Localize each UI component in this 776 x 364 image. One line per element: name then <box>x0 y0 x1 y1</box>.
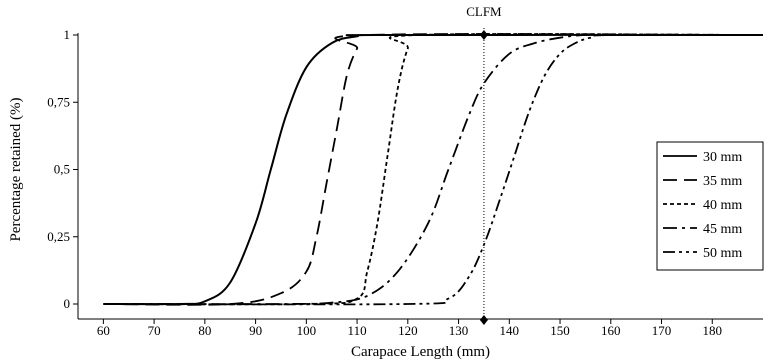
x-tick-label: 80 <box>198 323 211 338</box>
x-tick-label: 100 <box>297 323 317 338</box>
legend-box <box>656 141 764 271</box>
y-tick-label: 0,5 <box>54 162 70 177</box>
legend-label: 45 mm <box>703 222 742 237</box>
x-tick-label: 150 <box>550 323 570 338</box>
clfm-bottom-marker <box>479 315 488 325</box>
y-tick-label: 1 <box>64 27 71 42</box>
clfm-label: CLFM <box>466 4 502 19</box>
legend-label: 30 mm <box>703 150 742 165</box>
x-tick-label: 90 <box>249 323 262 338</box>
y-tick-label: 0,25 <box>47 229 70 244</box>
x-axis-title: Carapace Length (mm) <box>351 344 490 360</box>
series-line-50-mm <box>103 33 764 306</box>
x-tick-label: 160 <box>601 323 621 338</box>
y-tick-label: 0,75 <box>47 94 70 109</box>
series-line-35-mm <box>103 33 764 306</box>
series-line-40-mm <box>103 33 764 306</box>
x-tick-label: 130 <box>449 323 469 338</box>
legend-label: 50 mm <box>703 246 742 261</box>
clfm-top-marker <box>479 30 488 40</box>
x-tick-label: 60 <box>97 323 110 338</box>
y-tick-label: 0 <box>64 296 71 311</box>
x-tick-label: 70 <box>148 323 161 338</box>
x-tick-label: 110 <box>348 323 367 338</box>
y-axis-title: Percentage retained (%) <box>8 97 24 241</box>
legend: 30 mm 35 mm 40 mm 45 mm 50 mm <box>656 141 764 271</box>
series-line-45-mm <box>103 33 763 305</box>
x-tick-label: 180 <box>703 323 723 338</box>
x-tick-label: 170 <box>652 323 672 338</box>
legend-label: 35 mm <box>703 174 742 189</box>
x-tick-label: 120 <box>398 323 418 338</box>
annotation-layer: CLFM <box>466 4 502 325</box>
series-layer <box>103 33 764 306</box>
x-tick-label: 140 <box>500 323 520 338</box>
legend-label: 40 mm <box>703 198 742 213</box>
